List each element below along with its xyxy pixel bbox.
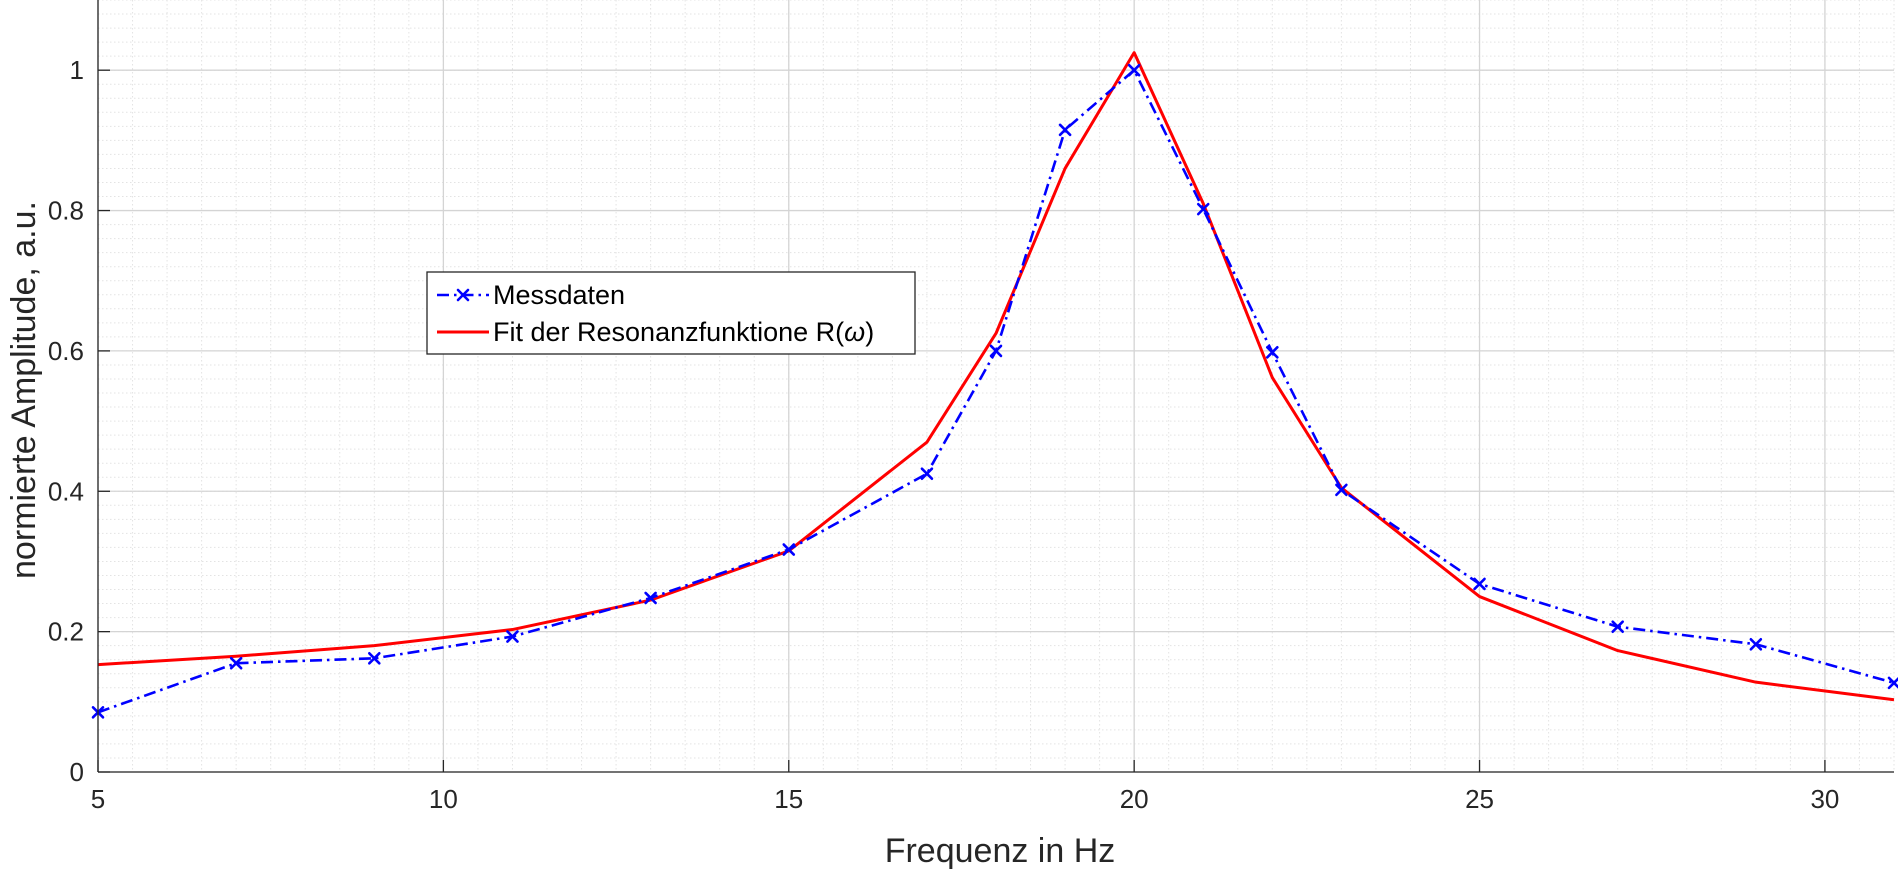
legend-label-fit: Fit der Resonanzfunktione R(ω) (493, 317, 874, 347)
data-point-messdaten (644, 591, 657, 605)
x-tick-label: 5 (91, 784, 105, 814)
series-messdaten (91, 63, 1898, 719)
data-point-marker-stroke-b (1473, 577, 1486, 591)
data-point-messdaten (989, 344, 1003, 358)
legend-marker-messdaten (456, 288, 470, 302)
y-tick-label: 0.2 (48, 617, 84, 647)
data-point-marker-stroke-b (1196, 202, 1210, 216)
data-point-messdaten (1058, 123, 1072, 137)
data-point-marker-stroke-b (1749, 637, 1763, 651)
series-fit (97, 51, 1895, 702)
series-line-messdaten (97, 68, 1895, 714)
data-point-marker-stroke-b (229, 656, 243, 670)
data-point-messdaten (1887, 676, 1898, 690)
data-point-messdaten (782, 543, 796, 556)
x-tick-label: 15 (774, 784, 803, 814)
data-point-marker-stroke-b (1611, 620, 1624, 634)
data-point-messdaten (1335, 483, 1348, 497)
data-point-marker-stroke-b (644, 591, 657, 605)
x-tick-label: 30 (1810, 784, 1839, 814)
x-tick-label: 20 (1120, 784, 1149, 814)
data-point-messdaten (920, 467, 934, 481)
legend: Messdaten Fit der Resonanzfunktione R(ω) (426, 271, 916, 355)
y-axis-title: normierte Amplitude, a.u. (5, 201, 43, 579)
y-tick-label: 0.8 (48, 196, 84, 226)
data-point-messdaten (1196, 202, 1210, 216)
data-point-marker-stroke-b (1127, 63, 1141, 77)
legend-entry-messdaten: Messdaten (437, 280, 625, 310)
x-axis-title: Frequenz in Hz (885, 832, 1116, 870)
data-point-marker-stroke-b (506, 630, 519, 643)
data-point-marker-stroke-b (1058, 123, 1072, 137)
series-line-fit (97, 51, 1895, 702)
data-point-marker-stroke-b (782, 543, 796, 556)
data-point-messdaten (506, 630, 519, 643)
data-point-messdaten (229, 656, 243, 670)
y-tick-label: 0 (70, 757, 84, 787)
data-point-marker-stroke-b (1335, 483, 1348, 497)
legend-label-fit-symbol: ω (844, 317, 865, 347)
series-layer (91, 51, 1898, 719)
data-point-messdaten (1266, 346, 1279, 359)
y-tick-label: 1 (70, 55, 84, 85)
legend-label-messdaten: Messdaten (493, 280, 625, 310)
data-point-messdaten (1749, 637, 1763, 651)
tick-labels: 5 10 15 20 25 30 0 0.2 0.4 0.6 0.8 1 (48, 55, 1840, 814)
legend-entry-fit: Fit der Resonanzfunktione R(ω) (437, 317, 874, 347)
data-point-marker-stroke-b (989, 344, 1003, 358)
legend-label-fit-suffix: ) (865, 317, 874, 347)
data-point-marker-stroke-b (1887, 677, 1898, 690)
data-point-marker-stroke-b (920, 467, 934, 481)
data-point-messdaten (1611, 620, 1624, 634)
y-tick-label: 0.4 (48, 476, 84, 506)
legend-marker-stroke-b (456, 288, 470, 302)
data-point-marker-stroke-b (368, 652, 381, 665)
x-tick-label: 10 (429, 784, 458, 814)
y-tick-label: 0.6 (48, 336, 84, 366)
data-point-messdaten (368, 652, 381, 665)
legend-box (426, 271, 916, 355)
x-tick-label: 25 (1465, 784, 1494, 814)
data-point-messdaten (1127, 63, 1141, 77)
data-point-marker-stroke-b (1266, 346, 1279, 359)
data-point-messdaten (1473, 577, 1486, 591)
axes (97, 0, 1894, 773)
legend-label-fit-prefix: Fit der Resonanzfunktione R( (493, 317, 844, 347)
